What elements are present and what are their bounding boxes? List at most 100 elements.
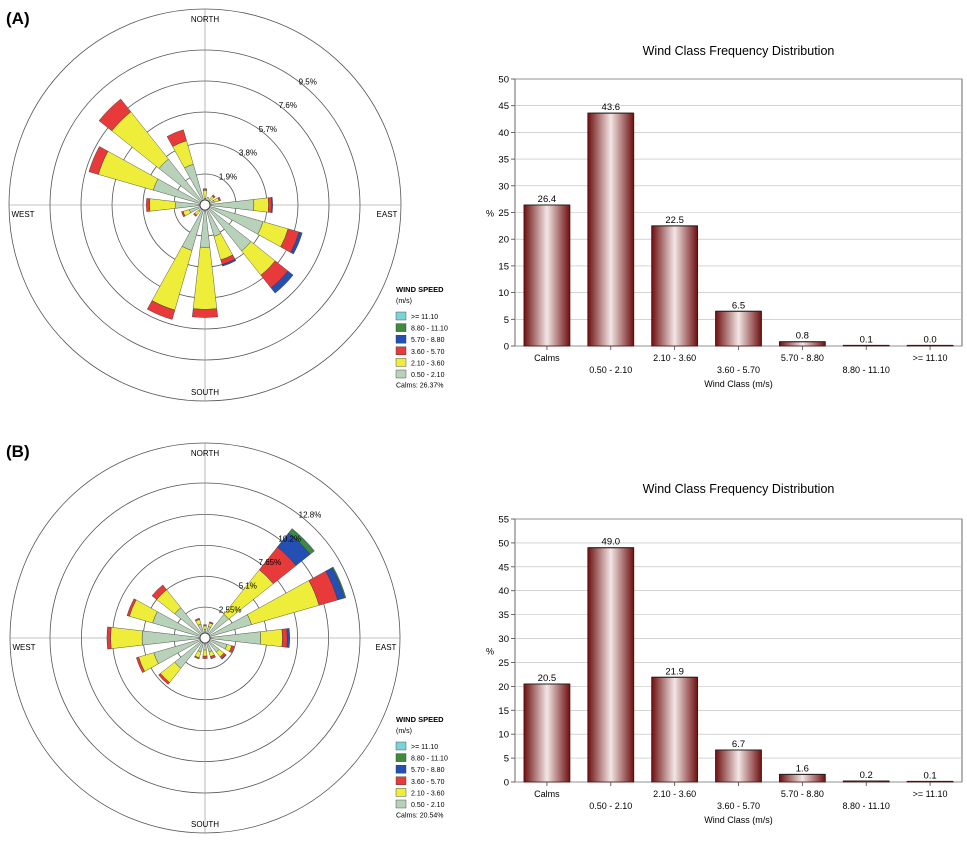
rose-center: [199, 632, 211, 644]
rose-sector-135-class-3: [270, 270, 294, 294]
calms-label: Calms: 20.54%: [396, 813, 443, 820]
rose-sector-180-class-1: [202, 649, 208, 657]
legend-swatch: [395, 358, 407, 367]
rose-sector-315-class-2: [151, 584, 167, 600]
category-label-5: 8.80 - 11.10: [843, 365, 890, 375]
value-label-2: 21.9: [665, 666, 684, 677]
rose-sector-315-class-2: [98, 98, 132, 132]
value-label-0: 26.4: [538, 194, 557, 205]
category-label-3: 3.60 - 5.70: [717, 365, 760, 375]
category-label-0: Calms: [534, 353, 560, 363]
rose-sector-202.5-class-2: [194, 655, 200, 660]
y-tick-label: 45: [498, 101, 509, 112]
rose-sector-45-class-5: [291, 528, 315, 552]
y-tick-label: 15: [498, 261, 509, 272]
rose-sector-292.5-class-2: [88, 146, 109, 175]
rose-sector-45-class-2: [211, 194, 216, 199]
y-tick-label: 15: [498, 706, 509, 717]
rose-sector-270-class-2: [106, 626, 112, 650]
value-label-4: 0.8: [796, 331, 809, 342]
y-tick-label: 55: [498, 515, 509, 526]
rose-sector-202.5-class-2: [146, 300, 176, 320]
ring-label: 10.2%: [278, 534, 301, 543]
legend-units: (m/s): [396, 728, 412, 735]
category-label-2: 2.10 - 3.60: [653, 353, 696, 363]
y-axis-title: %: [486, 209, 494, 219]
rose-sector-337.5-class-2: [194, 617, 200, 622]
rose-sector-157.5-class-2: [210, 654, 216, 660]
rose-sector-157.5-class-1: [213, 233, 233, 261]
rose-sector-90-class-3: [286, 628, 290, 648]
value-label-6: 0.0: [923, 334, 936, 345]
rose-sector-90-class-2: [267, 197, 273, 213]
direction-label-north: NORTH: [191, 15, 220, 24]
y-tick-label: 5: [504, 315, 509, 326]
category-label-2: 2.10 - 3.60: [653, 789, 696, 799]
wind-rose-a: (A) NORTH EAST SOUTH WEST 1.9% 3.8% 5.7% 7.6% 9.5…: [6, 8, 448, 402]
rose-sector-292.5-class-2: [126, 598, 137, 617]
bar-2: [651, 676, 699, 783]
y-tick-label: 0: [504, 778, 509, 789]
rose-sector-180-class-1: [192, 246, 218, 310]
y-tick-label: 20: [498, 235, 509, 246]
category-label-3: 3.60 - 5.70: [717, 801, 760, 811]
bar-chart-a: Wind Class Frequency Distribution 0 5 10 15 2…: [486, 44, 963, 389]
legend-label: 8.80 - 11.10: [411, 756, 448, 763]
rose-sector-270-class-2: [146, 198, 151, 212]
category-label-4: 5.70 - 8.80: [781, 353, 824, 363]
wind-rose-b: (B) NORTH EAST SOUTH WEST 2.55% 5.1% 7.65% 10.2%…: [6, 442, 448, 834]
rose-sector-0-class-1: [203, 190, 207, 199]
value-label-2: 22.5: [665, 215, 684, 226]
rose-sector-157.5-class-3: [221, 258, 237, 267]
y-tick-label: 5: [504, 754, 509, 765]
legend-label: 2.10 - 3.60: [411, 360, 445, 367]
bar-4: [778, 773, 826, 783]
legend-units: (m/s): [396, 298, 412, 305]
rose-sector-135-class-3: [221, 654, 227, 660]
y-tick-label: 45: [498, 562, 509, 573]
legend-swatch: [395, 799, 407, 809]
value-label-0: 20.5: [538, 673, 557, 684]
ring-label: 7.6%: [279, 101, 297, 110]
rose-sector-202.5-class-1: [151, 246, 193, 311]
y-tick-label: 25: [498, 208, 509, 219]
legend-swatch: [395, 369, 407, 379]
direction-label-east: EAST: [376, 643, 397, 652]
rose-sector-0-class-1: [203, 625, 207, 630]
direction-label-north: NORTH: [191, 449, 220, 458]
legend-swatch: [395, 323, 407, 332]
bar-0: [523, 683, 571, 783]
rose-sector-270-class-1: [110, 627, 143, 649]
rose-sector-180-class-0: [203, 642, 207, 651]
direction-label-west: WEST: [12, 643, 35, 652]
ring-label: 9.5%: [299, 77, 317, 86]
legend-label: 0.50 - 2.10: [411, 372, 445, 379]
calms-label: Calms: 26.37%: [396, 383, 443, 390]
panel-label: (B): [6, 442, 30, 461]
legend-swatch: [395, 311, 407, 321]
rose-sector-225-class-2: [158, 673, 170, 685]
y-tick-label: 40: [498, 586, 509, 597]
rose-sector-0-class-0: [203, 629, 207, 634]
ring-label: 12.8%: [299, 510, 322, 519]
y-tick-label: 35: [498, 155, 509, 166]
y-tick-label: 10: [498, 288, 509, 299]
rose-sector-247.5-class-2: [136, 656, 145, 673]
rose-sector-0-class-2: [203, 624, 207, 627]
value-label-1: 43.6: [602, 102, 621, 113]
rose-sector-337.5-class-2: [166, 129, 187, 147]
value-label-5: 0.2: [860, 770, 873, 781]
rose-sector-90-class-1: [260, 629, 283, 647]
legend-swatch: [395, 788, 407, 797]
legend-swatch: [395, 346, 407, 355]
y-tick-label: 35: [498, 610, 509, 621]
legend-title: WIND SPEED: [396, 715, 444, 724]
direction-label-west: WEST: [11, 210, 34, 219]
direction-label-south: SOUTH: [191, 388, 219, 397]
bar-3: [715, 310, 762, 347]
y-tick-label: 50: [498, 75, 509, 86]
legend-title: WIND SPEED: [396, 285, 444, 294]
y-tick-label: 40: [498, 128, 509, 139]
category-label-0: Calms: [534, 789, 560, 799]
category-label-6: >= 11.10: [913, 353, 948, 363]
